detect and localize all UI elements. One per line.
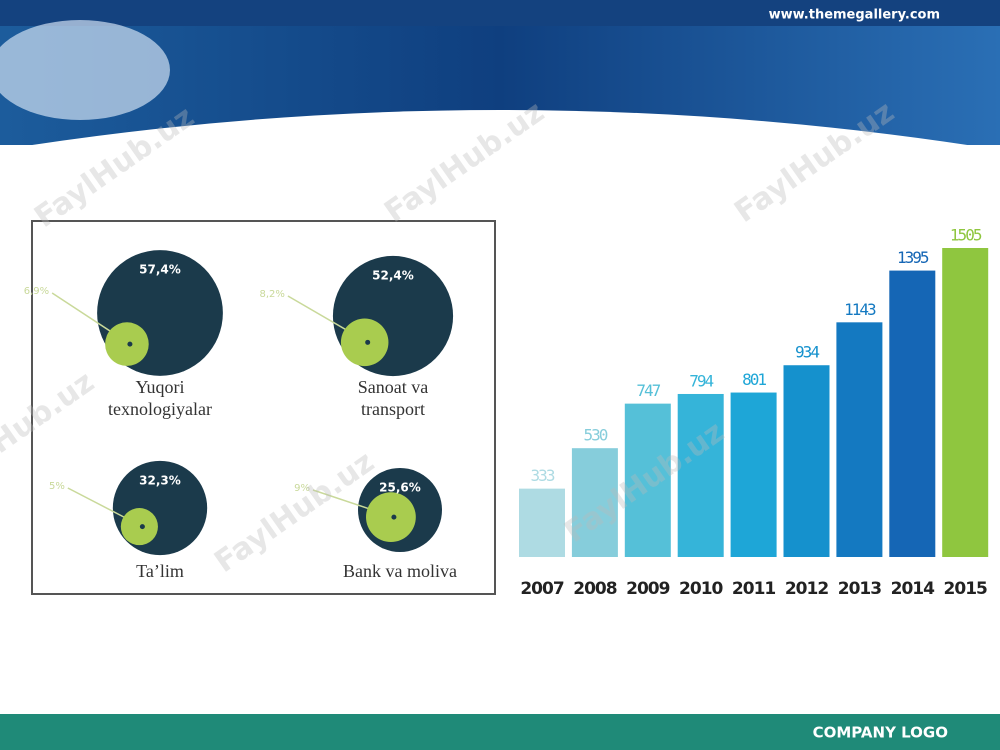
inner-value-label: 6,9% bbox=[24, 286, 49, 297]
bar bbox=[783, 365, 830, 557]
inner-bubble bbox=[105, 322, 149, 366]
value-label: 530 bbox=[583, 426, 607, 445]
category-label: Bank va moliva bbox=[343, 561, 457, 581]
inner-dot bbox=[127, 341, 133, 347]
footer-bar bbox=[0, 714, 1000, 750]
x-tick-label: 2012 bbox=[785, 579, 828, 599]
value-label: 1143 bbox=[844, 300, 876, 319]
inner-value-label: 8,2% bbox=[260, 289, 285, 300]
x-tick-label: 2009 bbox=[626, 579, 669, 599]
value-label: 32,3% bbox=[139, 473, 181, 487]
bar bbox=[942, 248, 989, 557]
value-label: 801 bbox=[742, 370, 766, 389]
category-box: Yuqori texnologiyalar bbox=[108, 377, 212, 419]
value-label: 333 bbox=[531, 466, 555, 485]
inner-value-label: 9% bbox=[294, 483, 310, 494]
category-label: Yuqori texnologiyalar bbox=[108, 377, 212, 419]
inner-bubble bbox=[366, 492, 416, 542]
category-label: Ta’lim bbox=[136, 561, 184, 581]
x-tick-label: 2008 bbox=[573, 579, 616, 599]
bar bbox=[624, 403, 671, 557]
x-tick-label: 2015 bbox=[944, 579, 987, 599]
category-box: Sanoat va transport bbox=[357, 377, 429, 419]
x-tick-label: 2010 bbox=[679, 579, 723, 599]
value-label: 747 bbox=[636, 381, 660, 400]
x-tick-label: 2014 bbox=[891, 579, 935, 599]
category-box: Bank va moliva bbox=[343, 561, 457, 581]
value-label: 934 bbox=[795, 343, 819, 362]
footer-logo: COMPANY LOGO bbox=[813, 724, 948, 742]
value-label: 794 bbox=[689, 371, 713, 390]
value-label: 57,4% bbox=[139, 263, 181, 277]
bar bbox=[677, 393, 724, 557]
inner-bubble bbox=[120, 508, 158, 546]
inner-value-label: 5% bbox=[49, 481, 65, 492]
value-label: 1505 bbox=[950, 226, 982, 245]
x-tick-label: 2007 bbox=[520, 579, 563, 599]
x-tick-label: 2013 bbox=[838, 579, 881, 599]
category-box: Ta’lim bbox=[136, 561, 184, 581]
value-label: 25,6% bbox=[379, 481, 421, 495]
x-tick-label: 2011 bbox=[732, 579, 775, 599]
bar bbox=[889, 270, 936, 557]
bubble-panel bbox=[31, 220, 496, 595]
bar bbox=[730, 392, 777, 557]
bar bbox=[836, 322, 883, 557]
header-glow bbox=[0, 20, 170, 120]
header-url: www.themegallery.com bbox=[769, 8, 940, 23]
bar bbox=[571, 448, 618, 557]
content bbox=[0, 145, 1000, 715]
inner-dot bbox=[139, 524, 145, 530]
category-label: Sanoat va transport bbox=[357, 377, 429, 419]
inner-dot bbox=[365, 339, 371, 345]
bar bbox=[519, 488, 565, 557]
header-bar bbox=[0, 0, 1000, 26]
value-label: 1395 bbox=[897, 248, 929, 267]
inner-dot bbox=[391, 514, 397, 520]
inner-bubble bbox=[340, 318, 389, 367]
header-curve bbox=[0, 110, 1000, 150]
value-label: 52,4% bbox=[372, 268, 414, 282]
